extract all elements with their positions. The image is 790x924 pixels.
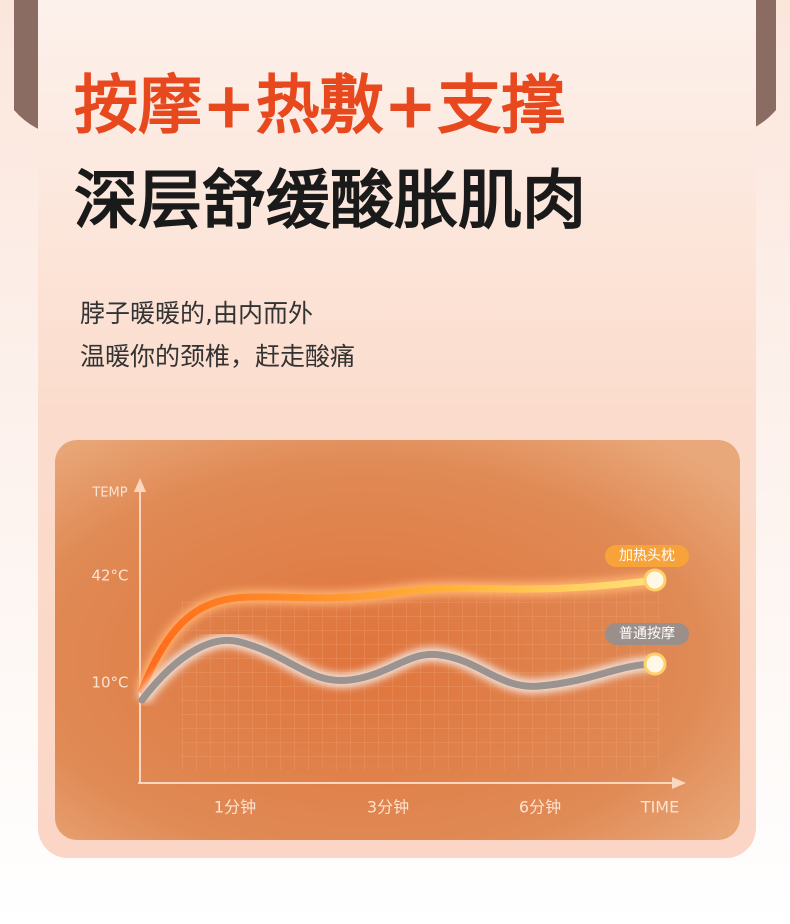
title: 按摩+热敷+支撑	[74, 70, 565, 144]
endpoint	[643, 652, 667, 676]
x-label: 3分钟	[367, 798, 409, 817]
description: 脖子暖暖的,由内而外	[80, 299, 313, 328]
legend-pill	[605, 545, 689, 567]
endpoint	[643, 568, 667, 592]
y-axis-label: TEMP	[91, 486, 127, 501]
normal-curve	[138, 636, 659, 704]
legend-pill	[605, 623, 689, 645]
description: 温暖你的颈椎，赶走酸痛	[80, 342, 355, 371]
grid	[180, 578, 660, 770]
y-arrow	[134, 478, 146, 492]
legend-label: 普通按摩	[619, 625, 675, 642]
subtitle: 深层舒缓酸胀肌肉	[74, 165, 586, 239]
heated-curve	[138, 576, 659, 694]
y-label: 42°C	[91, 567, 128, 585]
y-label: 10°C	[91, 674, 128, 692]
legend-label: 加热头枕	[619, 548, 675, 564]
x-axis-label: TIME	[640, 798, 679, 817]
x-label: 6分钟	[519, 798, 561, 817]
x-label: 1分钟	[214, 798, 256, 817]
x-arrow	[672, 777, 686, 789]
